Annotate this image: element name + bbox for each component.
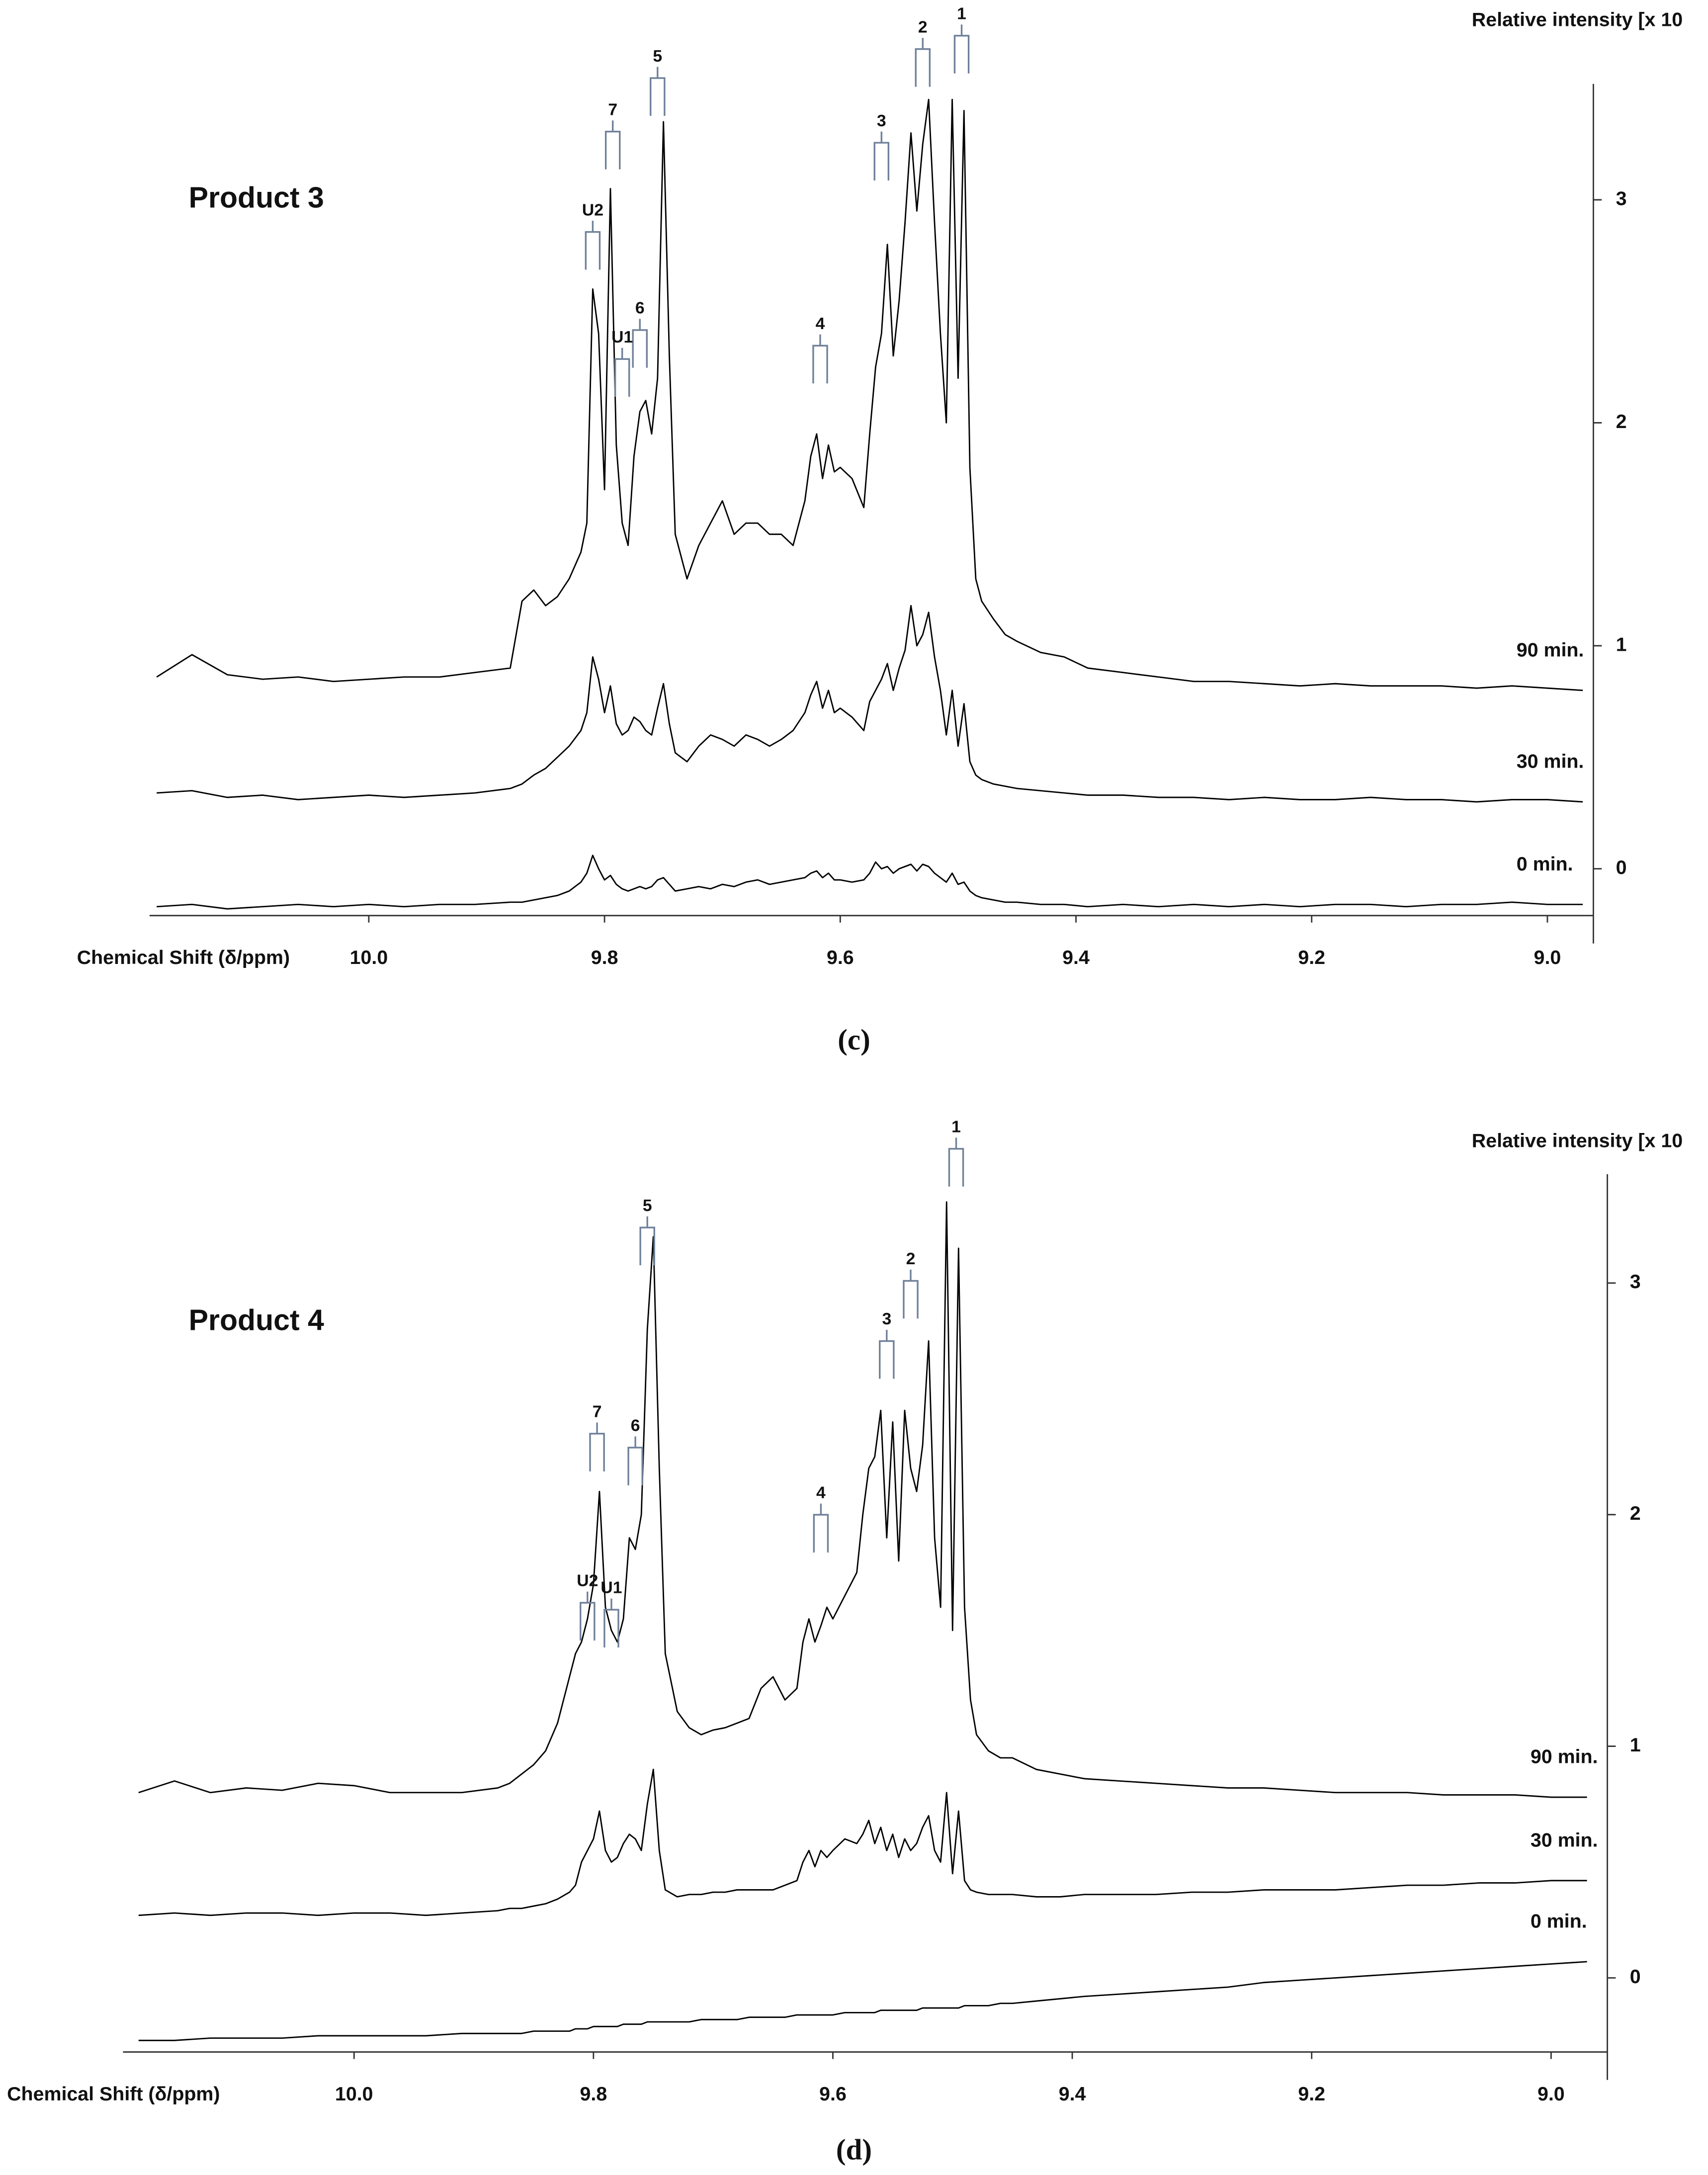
x-tick-label: 9.4 — [1059, 2083, 1086, 2105]
peak-label: 7 — [608, 100, 617, 119]
peak-label: 3 — [877, 111, 886, 130]
spectrum-line — [138, 1961, 1587, 2041]
peak-bracket — [812, 334, 828, 384]
series-label: 0 min. — [1517, 853, 1573, 875]
peak-bracket — [879, 1330, 895, 1379]
x-axis-label: Chemical Shift (δ/ppm) — [77, 947, 290, 968]
peak-bracket — [948, 1137, 964, 1187]
peak-bracket — [585, 221, 601, 270]
peak-label: 6 — [635, 299, 645, 318]
y-axis-label: Relative intensity [x 10 — [1472, 9, 1683, 31]
spectrum-line — [138, 1768, 1587, 1916]
peak-label: 7 — [593, 1402, 602, 1421]
y-tick-label: 0 — [1630, 1966, 1641, 1988]
y-tick-label: 1 — [1616, 633, 1627, 655]
peak-bracket — [915, 38, 931, 87]
peak-bracket — [589, 1422, 605, 1472]
peak-bracket — [580, 1591, 596, 1641]
peak-label: 6 — [631, 1416, 640, 1435]
series-label: 30 min. — [1531, 1829, 1598, 1851]
series-label: 90 min. — [1517, 639, 1584, 661]
x-tick-label: 9.8 — [591, 947, 618, 968]
peak-label: U1 — [600, 1578, 622, 1597]
x-tick-label: 10.0 — [335, 2083, 373, 2105]
peak-label: 4 — [816, 314, 825, 333]
y-tick-label: 2 — [1630, 1502, 1641, 1524]
x-tick-label: 9.2 — [1298, 947, 1325, 968]
peak-label: 1 — [957, 4, 966, 23]
x-tick-label: 9.0 — [1534, 947, 1561, 968]
peak-bracket — [639, 1216, 655, 1266]
spectrum-line — [157, 855, 1583, 910]
x-tick-label: 9.6 — [819, 2083, 847, 2105]
y-tick-label: 2 — [1616, 411, 1627, 433]
peak-label: 1 — [951, 1118, 961, 1136]
peak-bracket — [903, 1269, 919, 1319]
peak-label: U1 — [611, 328, 633, 347]
spectrum-line — [138, 1201, 1587, 1798]
x-tick-label: 9.2 — [1298, 2083, 1325, 2105]
y-tick-label: 3 — [1616, 187, 1627, 209]
peak-bracket — [627, 1436, 643, 1485]
x-tick-label: 9.8 — [580, 2083, 607, 2105]
series-label: 30 min. — [1517, 751, 1584, 773]
peak-label: 5 — [653, 47, 662, 66]
x-tick-label: 9.6 — [827, 947, 854, 968]
spectrum-line — [157, 605, 1583, 803]
peak-bracket — [873, 131, 890, 181]
panel-caption: (c) — [838, 1023, 870, 1056]
peak-bracket — [813, 1503, 829, 1553]
x-tick-label: 9.4 — [1062, 947, 1090, 968]
panel-caption: (d) — [836, 2133, 872, 2166]
series-label: 90 min. — [1531, 1746, 1598, 1768]
panel-title: Product 3 — [189, 181, 324, 214]
peak-bracket — [650, 67, 666, 116]
y-tick-label: 0 — [1616, 857, 1627, 878]
peak-bracket — [603, 1598, 619, 1648]
peak-label: U2 — [577, 1571, 598, 1590]
peak-label: 4 — [816, 1483, 826, 1502]
y-axis-label: Relative intensity [x 10 — [1472, 1130, 1683, 1152]
peak-label: 2 — [906, 1249, 916, 1268]
panel-title: Product 4 — [189, 1304, 324, 1336]
y-tick-label: 1 — [1630, 1734, 1641, 1756]
series-label: 0 min. — [1531, 1911, 1587, 1932]
x-axis-label: Chemical Shift (δ/ppm) — [7, 2083, 220, 2105]
peak-label: 2 — [918, 17, 928, 36]
peak-label: 3 — [882, 1309, 891, 1328]
x-tick-label: 9.0 — [1537, 2083, 1565, 2105]
peak-label: 5 — [643, 1196, 652, 1215]
x-tick-label: 10.0 — [350, 947, 388, 968]
spectrum-line — [156, 98, 1583, 692]
peak-label: U2 — [582, 200, 603, 219]
y-tick-label: 3 — [1630, 1271, 1641, 1293]
peak-bracket — [614, 348, 630, 397]
peak-bracket — [632, 319, 648, 368]
peak-bracket — [604, 120, 621, 170]
peak-bracket — [953, 24, 970, 74]
